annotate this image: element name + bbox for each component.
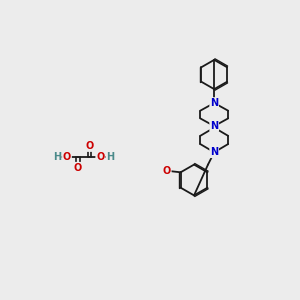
Text: H: H <box>106 152 114 162</box>
Text: O: O <box>74 163 82 173</box>
Text: N: N <box>210 121 218 131</box>
Text: O: O <box>163 166 171 176</box>
Text: H: H <box>53 152 61 162</box>
Text: N: N <box>210 147 218 157</box>
Text: O: O <box>85 141 94 151</box>
Text: O: O <box>63 152 71 162</box>
Text: N: N <box>210 98 218 108</box>
Text: O: O <box>96 152 104 162</box>
